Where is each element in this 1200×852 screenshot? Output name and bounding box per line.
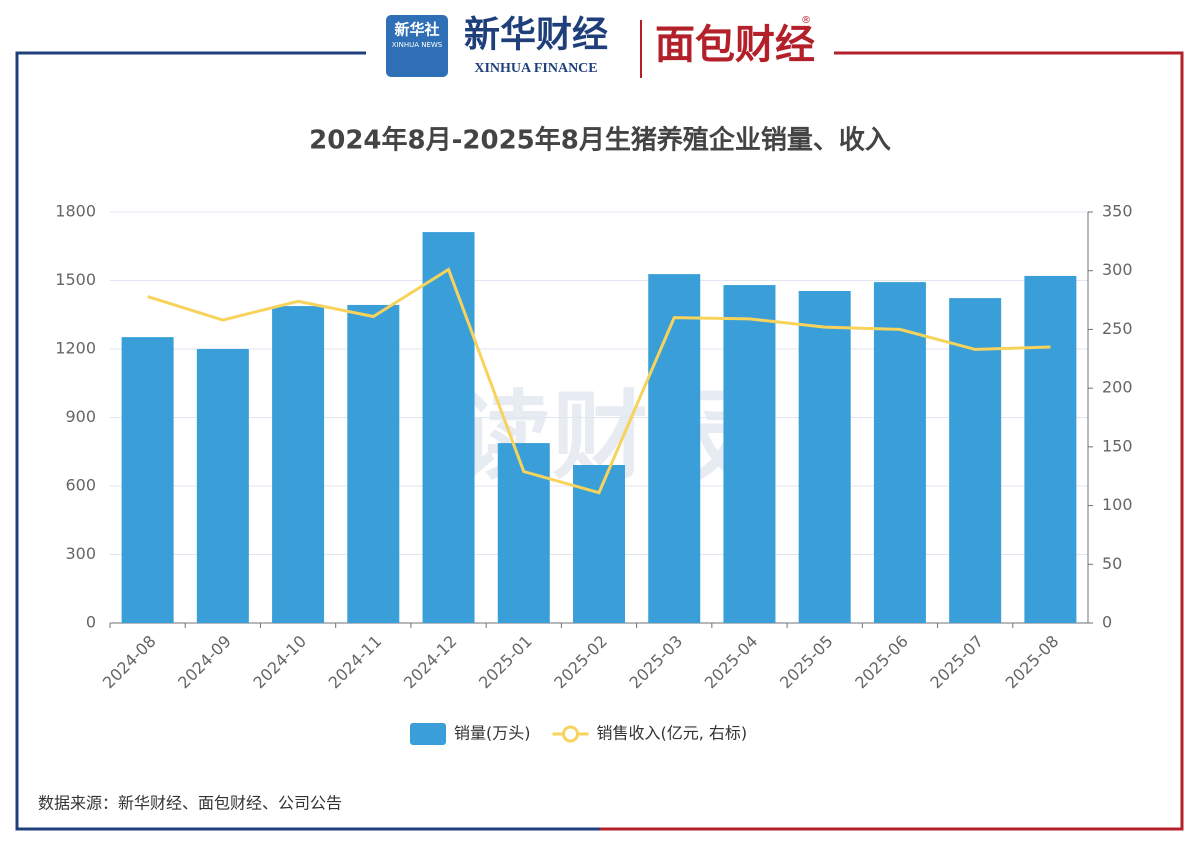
bar xyxy=(798,291,851,623)
y2-tick-label: 200 xyxy=(1102,378,1133,397)
bar xyxy=(1024,275,1077,623)
xinhua-logo-box xyxy=(386,15,448,77)
legend-swatch xyxy=(410,723,446,745)
bar xyxy=(873,282,926,623)
bar xyxy=(949,298,1002,623)
chart-title: 2024年8月-2025年8月生猪养殖企业销量、收入 xyxy=(309,125,891,156)
bar xyxy=(422,232,475,624)
y2-tick-label: 300 xyxy=(1102,260,1133,279)
y-tick-label: 600 xyxy=(65,476,96,495)
partner-mark: ® xyxy=(801,15,811,26)
source: 数据来源：新华财经、面包财经、公司公告 xyxy=(38,794,342,813)
legend-label: 销量(万头) xyxy=(454,724,531,743)
y2-tick-label: 350 xyxy=(1102,202,1133,221)
frame-right xyxy=(600,51,1184,831)
bar xyxy=(121,337,174,623)
y-tick-label: 0 xyxy=(86,613,96,632)
line xyxy=(147,267,1051,495)
bar xyxy=(723,285,776,623)
xinhua-logo: 新华社 xyxy=(394,21,439,39)
y2-tick-label: 50 xyxy=(1102,554,1122,573)
brand: 新华财经 xyxy=(464,14,608,54)
xinhua-logo-en: XINHUA NEWS xyxy=(392,41,443,49)
plot: 0 300 600 900 1200 1500 1800 0 50 100 150 200 250 300… xyxy=(55,202,1133,745)
y2-tick-label: 100 xyxy=(1102,495,1133,514)
partner: 面包财经 xyxy=(655,22,815,68)
bar xyxy=(648,274,701,623)
y2-tick-label: 150 xyxy=(1102,436,1133,455)
y-tick-label: 1800 xyxy=(55,202,96,221)
y2-tick-label: 250 xyxy=(1102,319,1133,338)
y-tick-label: 300 xyxy=(65,544,96,563)
bar xyxy=(272,306,325,623)
y-tick-label: 1200 xyxy=(55,339,96,358)
y2-tick-label: 0 xyxy=(1102,613,1112,632)
y-tick-label: 1500 xyxy=(55,270,96,289)
bar xyxy=(196,349,249,623)
brand-en: XINHUA FINANCE xyxy=(474,61,597,76)
y-tick-label: 900 xyxy=(65,407,96,426)
bar xyxy=(347,304,400,623)
frame-left xyxy=(15,51,600,831)
legend-label: 销售收入(亿元, 右标) xyxy=(597,724,748,743)
legend-swatch-marker xyxy=(562,725,579,743)
